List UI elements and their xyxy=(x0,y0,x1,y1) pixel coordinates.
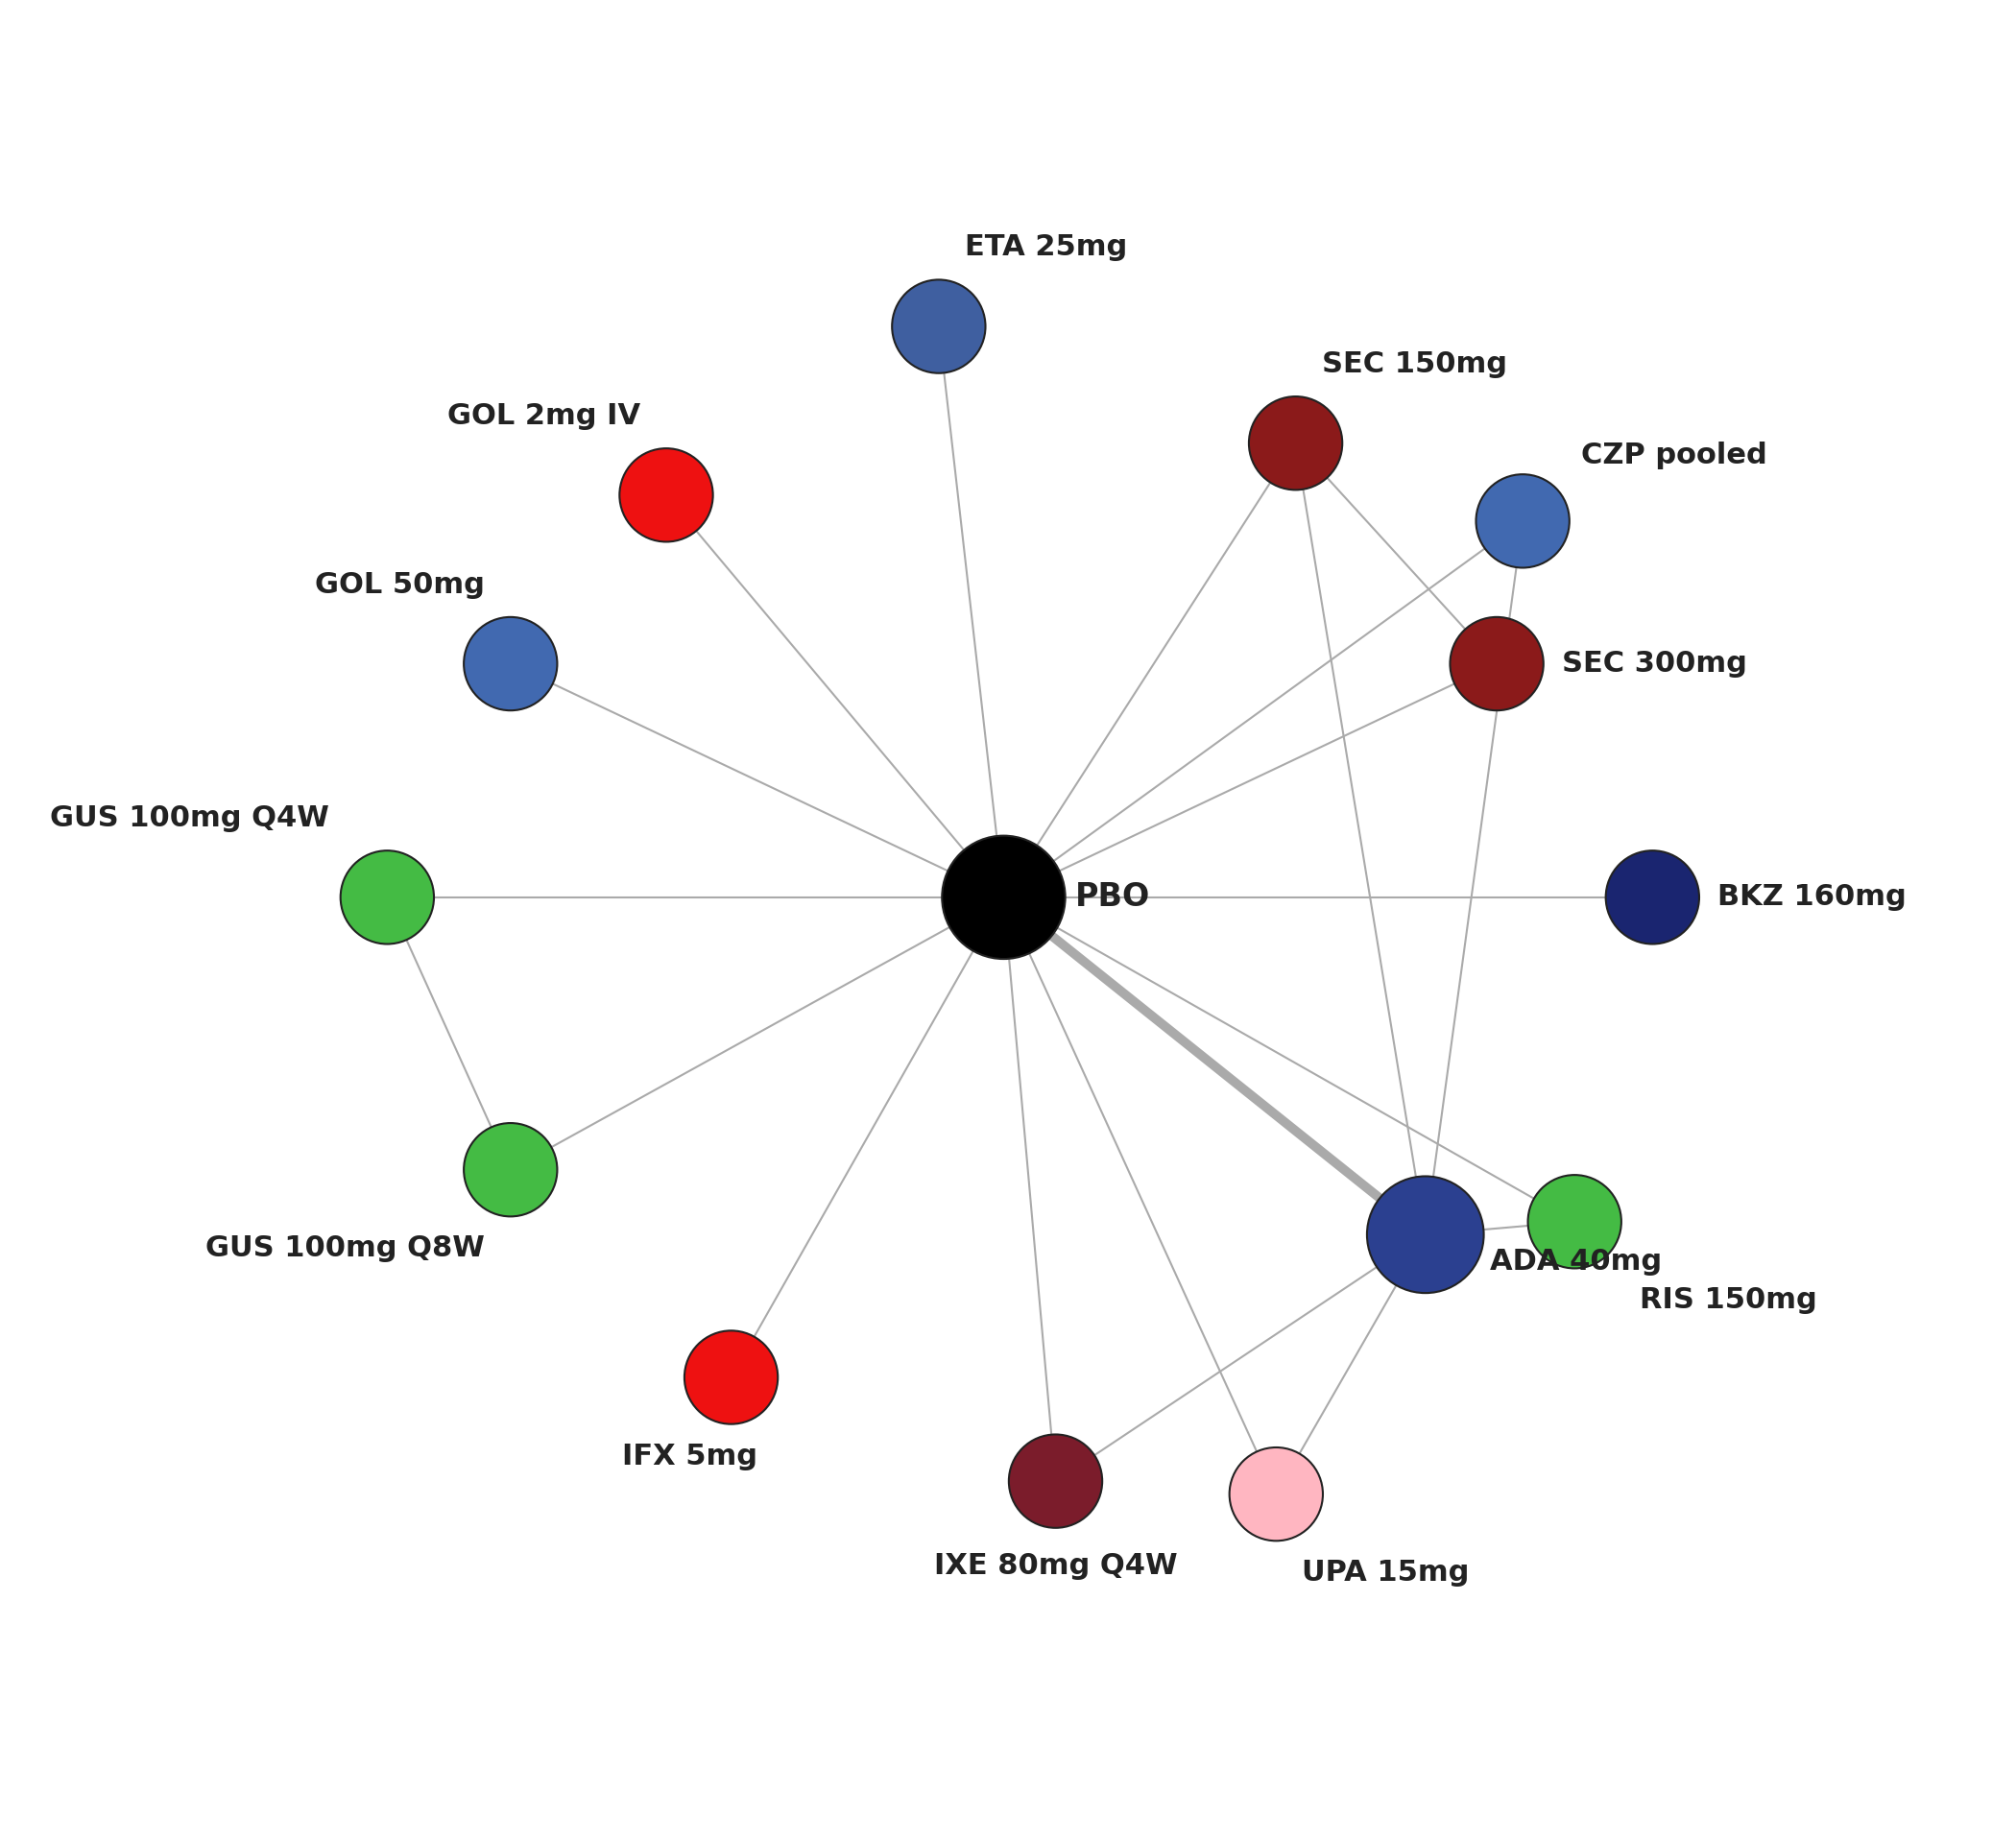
Text: CZP pooled: CZP pooled xyxy=(1581,442,1768,469)
Circle shape xyxy=(1528,1176,1621,1268)
Text: IFX 5mg: IFX 5mg xyxy=(621,1443,758,1470)
Text: IXE 80mg Q4W: IXE 80mg Q4W xyxy=(933,1553,1177,1581)
Circle shape xyxy=(341,850,433,944)
Circle shape xyxy=(1230,1448,1322,1540)
Circle shape xyxy=(1476,475,1568,569)
Text: GUS 100mg Q4W: GUS 100mg Q4W xyxy=(50,804,329,832)
Circle shape xyxy=(619,449,714,541)
Text: SEC 150mg: SEC 150mg xyxy=(1322,350,1506,379)
Text: GOL 50mg: GOL 50mg xyxy=(314,570,484,598)
Circle shape xyxy=(464,616,556,710)
Circle shape xyxy=(683,1330,778,1424)
Circle shape xyxy=(941,835,1064,959)
Text: ETA 25mg: ETA 25mg xyxy=(966,234,1127,261)
Circle shape xyxy=(1607,850,1699,944)
Text: SEC 300mg: SEC 300mg xyxy=(1562,650,1746,677)
Circle shape xyxy=(1450,616,1544,710)
Text: GUS 100mg Q8W: GUS 100mg Q8W xyxy=(206,1235,484,1262)
Text: RIS 150mg: RIS 150mg xyxy=(1639,1286,1816,1314)
Text: ADA 40mg: ADA 40mg xyxy=(1490,1248,1663,1275)
Circle shape xyxy=(1008,1435,1103,1527)
Text: BKZ 160mg: BKZ 160mg xyxy=(1718,883,1907,911)
Circle shape xyxy=(1367,1176,1484,1294)
Circle shape xyxy=(1248,396,1343,489)
Circle shape xyxy=(464,1122,556,1216)
Text: GOL 2mg IV: GOL 2mg IV xyxy=(448,403,641,431)
Text: PBO: PBO xyxy=(1075,881,1149,913)
Circle shape xyxy=(891,280,986,374)
Text: UPA 15mg: UPA 15mg xyxy=(1302,1558,1470,1586)
